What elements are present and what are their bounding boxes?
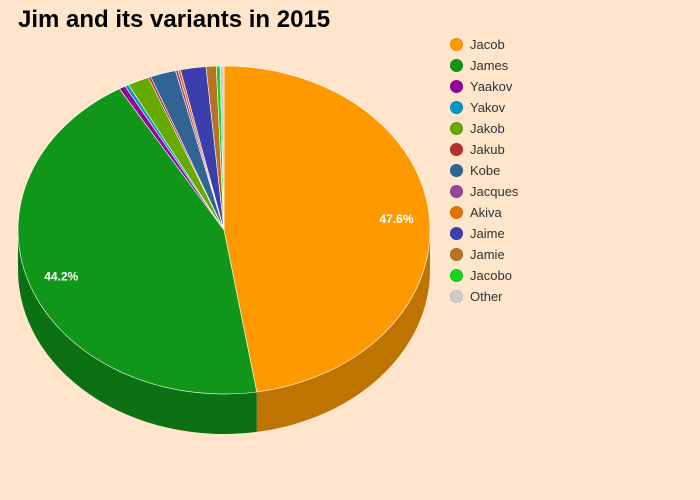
data-label-james: 44.2%: [44, 270, 78, 284]
legend-label: Jacobo: [470, 268, 512, 283]
legend-item-jacques[interactable]: Jacques: [450, 181, 518, 202]
legend-swatch-icon: [450, 164, 463, 177]
legend-label: Akiva: [470, 205, 502, 220]
legend-label: Jakub: [470, 142, 505, 157]
legend-swatch-icon: [450, 248, 463, 261]
pie-slice-james[interactable]: [17, 88, 258, 395]
legend-item-jamie[interactable]: Jamie: [450, 244, 518, 265]
legend-swatch-icon: [450, 185, 463, 198]
legend-item-jakub[interactable]: Jakub: [450, 139, 518, 160]
legend-swatch-icon: [450, 269, 463, 282]
pie-side-jacob: [256, 230, 431, 432]
legend-label: Jacques: [470, 184, 519, 199]
legend-label: James: [470, 58, 509, 73]
legend-label: Yaakov: [470, 79, 513, 94]
legend-item-jakob[interactable]: Jakob: [450, 118, 518, 139]
legend-item-jaime[interactable]: Jaime: [450, 223, 518, 244]
legend-item-james[interactable]: James: [450, 55, 518, 76]
legend-label: Kobe: [470, 163, 501, 178]
legend-item-kobe[interactable]: Kobe: [450, 160, 518, 181]
legend-label: Yakov: [470, 100, 506, 115]
pie-depth: [18, 230, 431, 435]
legend-swatch-icon: [450, 122, 463, 135]
legend-item-other[interactable]: Other: [450, 286, 518, 307]
legend-item-akiva[interactable]: Akiva: [450, 202, 518, 223]
legend-swatch-icon: [450, 206, 463, 219]
legend-label: Jamie: [470, 247, 505, 262]
legend-swatch-icon: [450, 101, 463, 114]
pie-slice-jacob[interactable]: [223, 65, 431, 393]
legend-item-yakov[interactable]: Yakov: [450, 97, 518, 118]
pie-slice-other[interactable]: [219, 65, 225, 231]
legend-label: Jaime: [470, 226, 505, 241]
legend-swatch-icon: [450, 80, 463, 93]
legend-label: Jakob: [470, 121, 505, 136]
legend-label: Other: [470, 289, 503, 304]
pie-side-james: [18, 230, 257, 435]
legend-swatch-icon: [450, 143, 463, 156]
legend-swatch-icon: [450, 59, 463, 72]
legend-swatch-icon: [450, 227, 463, 240]
legend-label: Jacob: [470, 37, 505, 52]
legend-swatch-icon: [450, 38, 463, 51]
chart-title: Jim and its variants in 2015: [18, 6, 331, 33]
legend-item-jacobo[interactable]: Jacobo: [450, 265, 518, 286]
legend-swatch-icon: [450, 290, 463, 303]
legend: Jacob James Yaakov Yakov Jakob Jakub Kobe Jacqu…: [450, 34, 518, 307]
pie-labels: 47.6% 44.2%: [44, 212, 414, 284]
legend-item-yaakov[interactable]: Yaakov: [450, 76, 518, 97]
legend-item-jacob[interactable]: Jacob: [450, 34, 518, 55]
data-label-jacob: 47.6%: [379, 212, 413, 226]
pie-top: [17, 65, 431, 395]
